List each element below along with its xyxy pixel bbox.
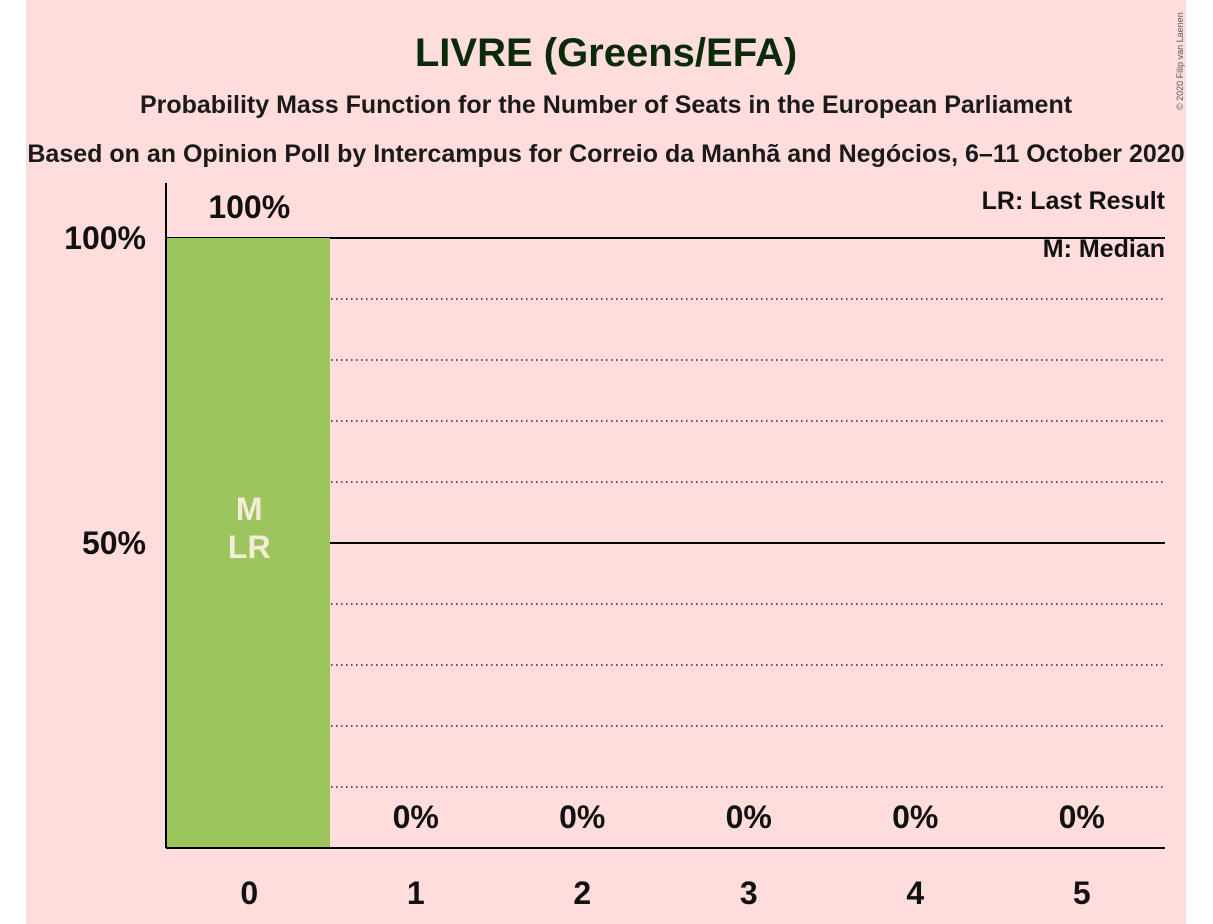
x-tick-label: 1 (407, 875, 425, 911)
bar-value-label: 100% (208, 189, 290, 225)
bar-marker-label: M (236, 491, 263, 527)
grid-lines (166, 237, 1165, 788)
legend-last-result: LR: Last Result (982, 187, 1166, 215)
bar (166, 238, 331, 848)
x-tick-label: 3 (740, 875, 758, 911)
x-tick-label: 4 (906, 875, 924, 911)
chart-subtitle-poll: Based on an Opinion Poll by Intercampus … (27, 140, 1184, 168)
bar-value-label: 0% (393, 799, 439, 835)
bar-value-label: 0% (559, 799, 605, 835)
bar-value-label: 0% (1059, 799, 1105, 835)
bars (166, 238, 331, 848)
axes (165, 183, 1165, 849)
bar-value-label: 0% (892, 799, 938, 835)
y-tick-label: 100% (64, 220, 146, 256)
copyright-note: © 2020 Filip van Laenen (1175, 12, 1185, 110)
bar-marker-label: LR (228, 529, 271, 565)
y-tick-label: 50% (82, 525, 146, 561)
bar-value-label: 0% (726, 799, 772, 835)
chart-title: LIVRE (Greens/EFA) (415, 31, 797, 75)
x-tick-label: 0 (240, 875, 258, 911)
chart-subtitle: Probability Mass Function for the Number… (140, 91, 1073, 119)
x-tick-label: 5 (1073, 875, 1091, 911)
labels: 100% 0 0% 1 0% 2 0% 3 0% 4 0% 5 MLR 100% 50% (64, 189, 1105, 911)
x-tick-label: 2 (573, 875, 591, 911)
legend-median: M: Median (1043, 235, 1165, 263)
